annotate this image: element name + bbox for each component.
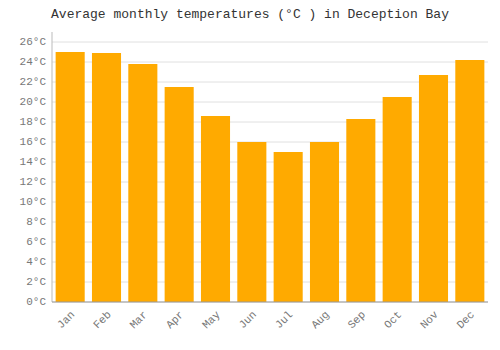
y-tick-label: 0°C <box>26 296 46 308</box>
bar <box>383 97 412 302</box>
bar <box>237 142 266 302</box>
y-axis-line <box>52 32 53 302</box>
bar <box>128 64 157 302</box>
bars <box>56 52 485 302</box>
y-tick-label: 20°C <box>20 96 47 108</box>
y-tick-label: 6°C <box>26 236 46 248</box>
y-tick-label: 4°C <box>26 256 46 268</box>
x-tick-label: Oct <box>382 309 404 331</box>
bar <box>56 52 85 302</box>
bar <box>165 87 194 302</box>
bar <box>455 60 484 302</box>
y-tick-label: 16°C <box>20 136 47 148</box>
x-tick-label: Mar <box>128 309 150 331</box>
x-tick-label: Dec <box>455 309 477 331</box>
x-tick-label: Feb <box>91 309 113 331</box>
y-tick-label: 14°C <box>20 156 47 168</box>
x-tick-label: Jan <box>55 309 77 331</box>
bar <box>419 75 448 302</box>
x-tick-label: May <box>200 308 223 331</box>
grid-line <box>52 42 488 43</box>
x-axis: Jan Feb Mar Apr May Jun Jul Aug Sep Oct Nov Dec <box>52 302 488 331</box>
bar <box>92 53 121 302</box>
bar <box>346 119 375 302</box>
x-tick-label: Sep <box>346 309 368 331</box>
y-tick-label: 10°C <box>20 196 47 208</box>
bar <box>201 116 230 302</box>
x-axis-line <box>52 302 488 303</box>
chart-svg: 0°C 2°C 4°C 6°C 8°C 10°C 12°C 14°C 16°C 18°C 20°C 2… <box>0 0 500 350</box>
grid-line <box>52 302 488 303</box>
y-tick-label: 26°C <box>20 36 47 48</box>
x-tick-label: Aug <box>309 309 331 331</box>
bar <box>310 142 339 302</box>
bar <box>274 152 303 302</box>
chart-container: 0°C 2°C 4°C 6°C 8°C 10°C 12°C 14°C 16°C 18°C 20°C 2… <box>0 0 500 350</box>
y-tick-label: 22°C <box>20 76 47 88</box>
y-tick-label: 18°C <box>20 116 47 128</box>
x-tick-label: Jun <box>237 309 259 331</box>
x-tick-label: Jul <box>273 309 295 331</box>
grid <box>52 42 488 302</box>
y-tick-label: 12°C <box>20 176 47 188</box>
x-tick-label: Nov <box>418 308 441 331</box>
y-axis: 0°C 2°C 4°C 6°C 8°C 10°C 12°C 14°C 16°C 18°C 20°C 2… <box>20 32 52 308</box>
y-tick-label: 8°C <box>26 216 46 228</box>
y-tick-label: 2°C <box>26 276 46 288</box>
x-tick-label: Apr <box>164 309 186 331</box>
y-tick-label: 24°C <box>20 56 47 68</box>
title: Average monthly temperatures (°C ) in De… <box>51 7 449 22</box>
